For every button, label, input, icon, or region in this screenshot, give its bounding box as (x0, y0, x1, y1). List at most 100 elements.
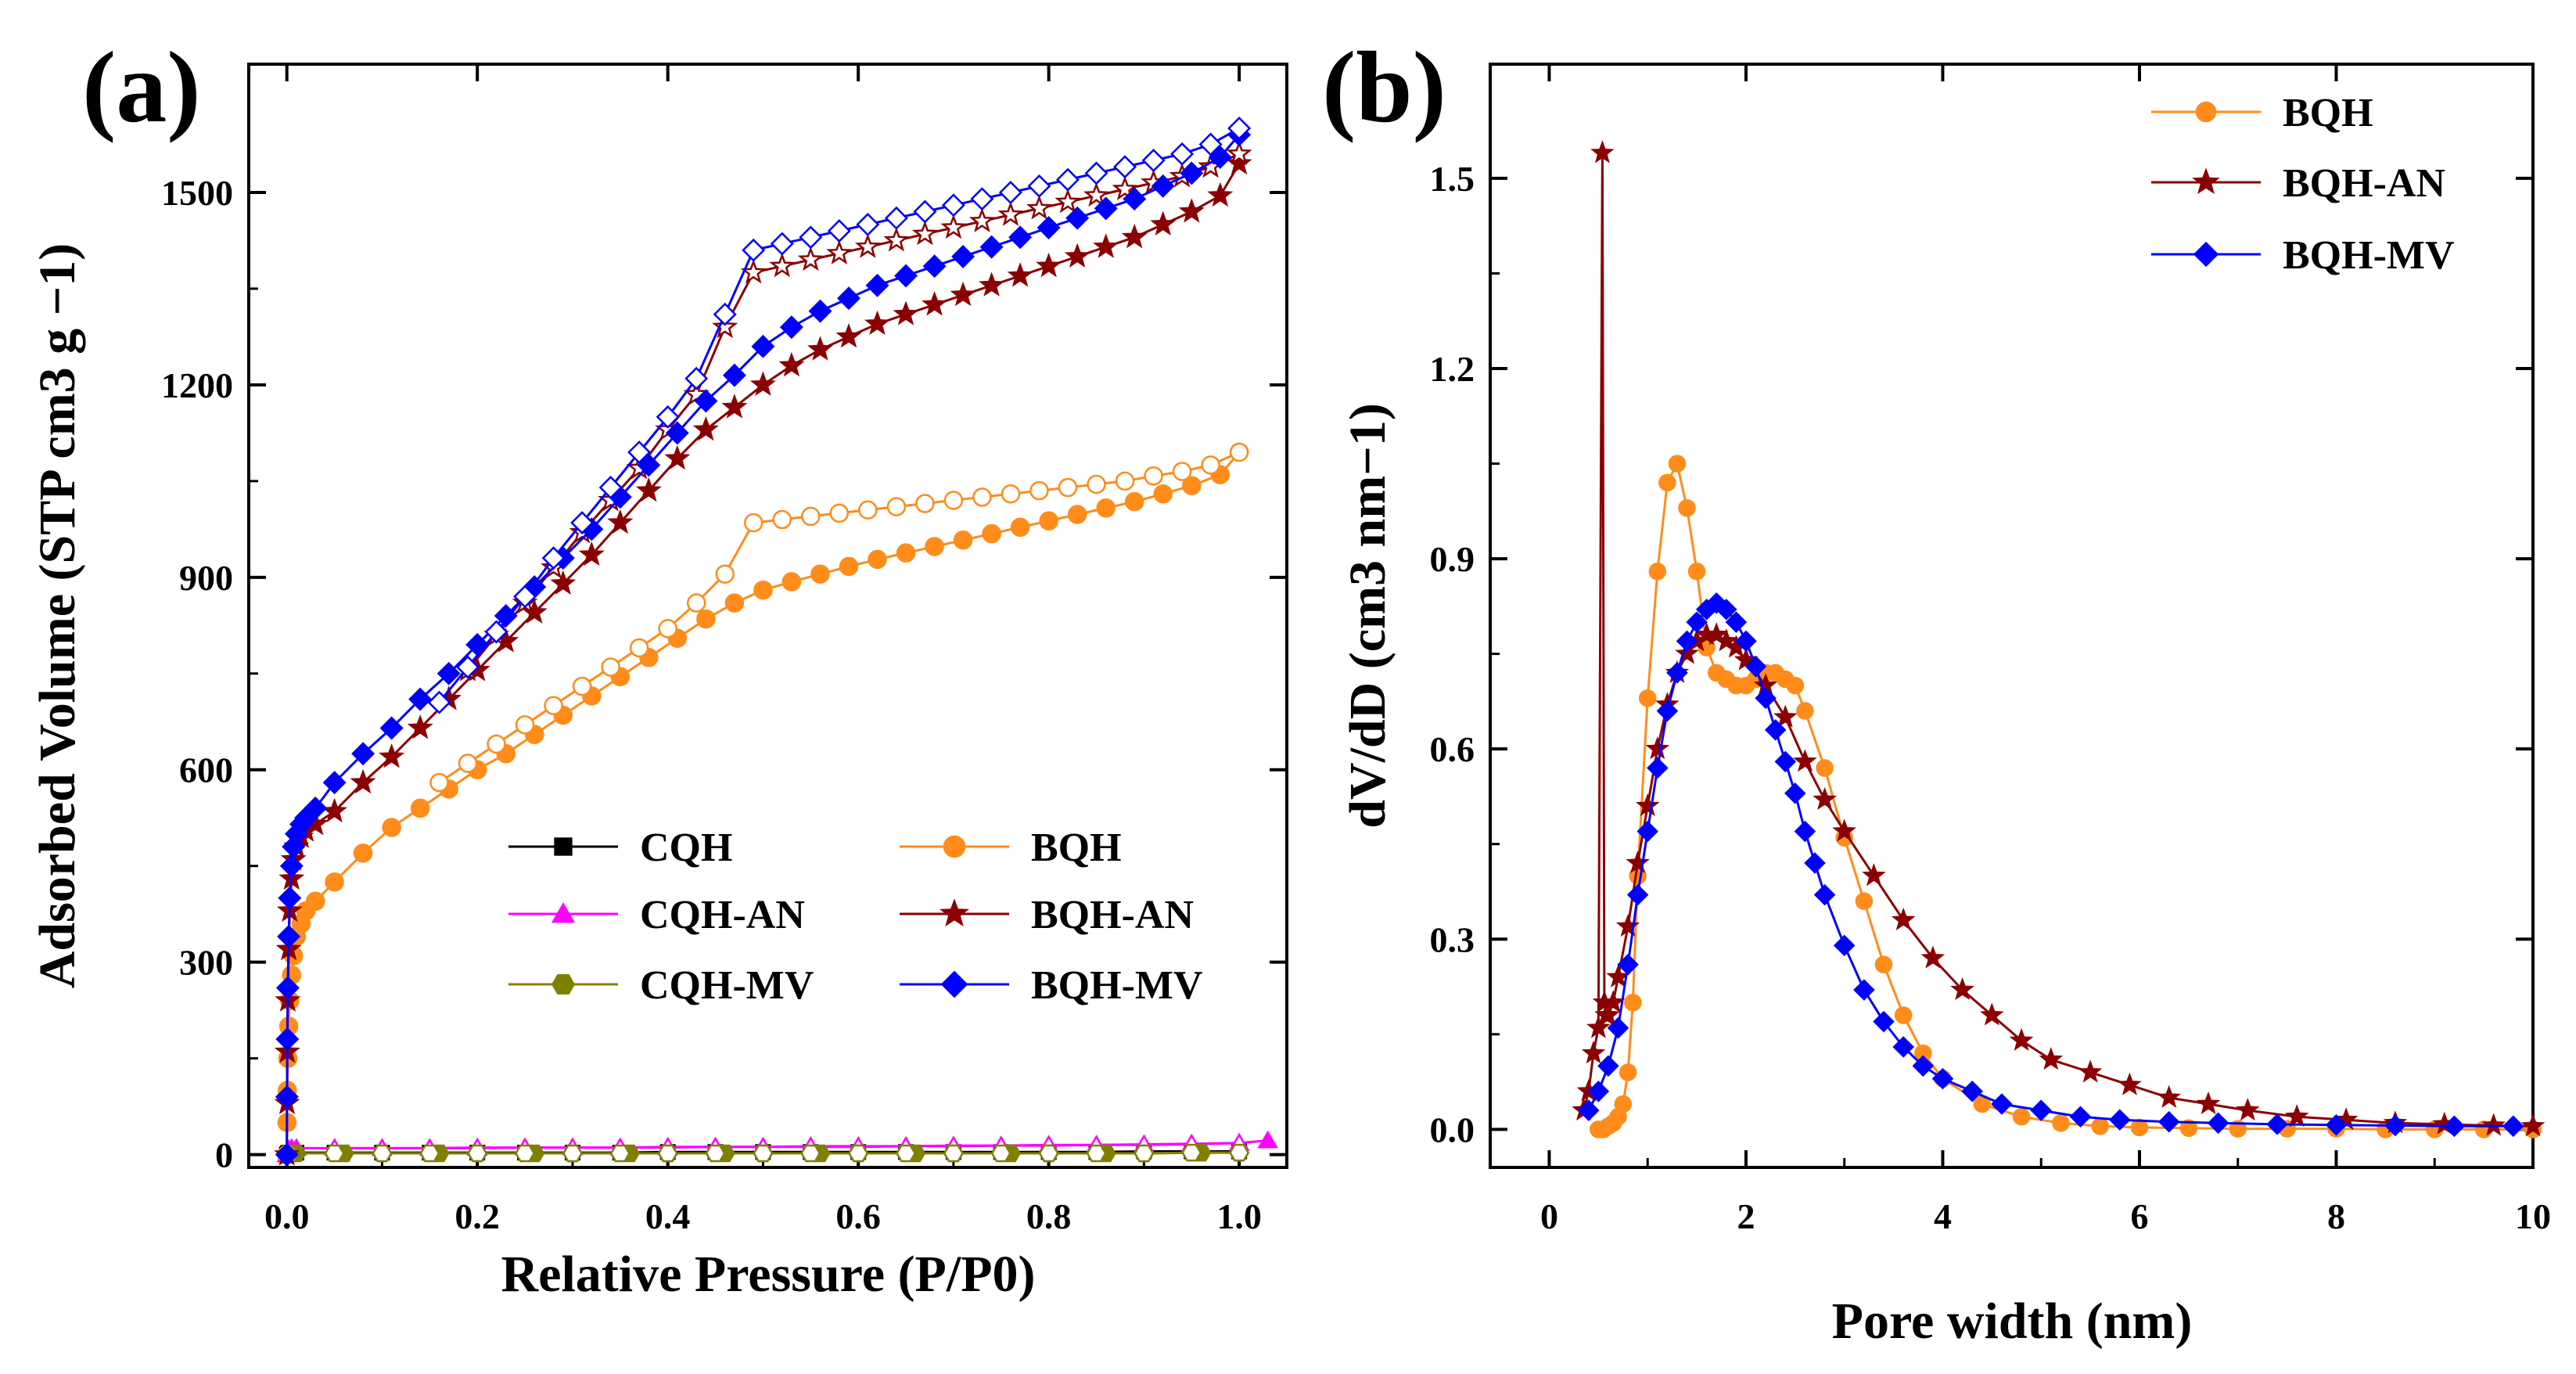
y-axis-title-b: dV/dD (cm3 nm−1) (1339, 403, 1396, 829)
legend-label-bqh: BQH (2283, 91, 2373, 135)
bqh-mv-curve-point (1666, 662, 1688, 684)
bqh-desorption-point (487, 734, 506, 754)
bqh-desorption-point (972, 487, 992, 507)
bqh-curve-point (1614, 1095, 1633, 1113)
bqh-curve-point (1816, 759, 1834, 777)
bqh-adsorption-point (325, 872, 344, 892)
legend-label-bqh: BQH (1031, 825, 1122, 870)
bqh-an-curve-point (1645, 736, 1670, 760)
x-tick-label: 0 (1540, 1196, 1558, 1236)
bqh-mv-curve-point (2384, 1114, 2406, 1137)
bqh-mv-curve-point (1833, 934, 1856, 957)
bqh-adsorption-point (353, 843, 373, 863)
bqh-mv-adsorption-point (1123, 187, 1147, 211)
bqh-mv-adsorption-point (1208, 145, 1232, 169)
bqh-mv-adsorption-point (951, 244, 975, 268)
bqh-an-adsorption-point (692, 415, 719, 441)
bqh-an-adsorption-point (721, 394, 748, 419)
bqh-adsorption-point (410, 798, 430, 818)
bqh-an-desorption-point (968, 207, 995, 232)
bqh-mv-curve-point (1794, 820, 1816, 843)
plot-frame-a (247, 63, 1288, 1169)
bqh-curve-point (1624, 994, 1642, 1012)
bqh-desorption-point (1029, 480, 1049, 501)
panel-a-label: (a) (82, 31, 201, 144)
x-axis-title-a: Relative Pressure (P/P0) (501, 1246, 1035, 1303)
bqh-mv-adsorption-point (922, 254, 947, 279)
bqh-an-adsorption-point (407, 714, 433, 739)
legend-marker-bqh-mv (2193, 241, 2219, 268)
bqh-mv-desorption-point (1056, 167, 1080, 192)
bqh-mv-adsorption-point (1065, 206, 1090, 230)
bqh-mv-adsorption-point (437, 661, 461, 685)
bqh-curve-point (1786, 676, 1805, 695)
bqh-an-curve-point (1596, 1002, 1621, 1026)
bqh-mv-adsorption-point (808, 299, 832, 323)
bqh-desorption-point (544, 696, 563, 716)
bqh-curve-point (1658, 473, 1676, 492)
y-axis-title-a: Adsorbed Volume (STP cm3 g −1) (29, 243, 86, 989)
y-tick-label: 300 (179, 943, 233, 983)
bqh-mv-adsorption-point (779, 315, 803, 340)
bqh-an-desorption-point (826, 239, 853, 264)
bqh-adsorption-point (925, 537, 944, 556)
cqh-mv-desorption-point (1086, 1144, 1107, 1163)
x-tick-label: 0.2 (454, 1196, 500, 1236)
bqh-mv-desorption-point (484, 620, 508, 644)
x-tick-label: 0.4 (645, 1196, 691, 1236)
bqh-desorption-line (438, 451, 1240, 784)
y-tick-label: 1.2 (1430, 349, 1475, 389)
bqh-mv-curve-point (1813, 883, 1836, 906)
bqh-mv-curve-point (1961, 1081, 1983, 1102)
bqh-mv-curve-point (1853, 979, 1875, 1001)
bqh-an-curve-point (1793, 749, 1817, 772)
legend-label-cqh: CQH (640, 825, 732, 870)
bqh-desorption-point (858, 500, 878, 520)
bqh-mv-desorption-point (541, 546, 566, 570)
bqh-an-adsorption-point (1064, 243, 1090, 268)
cqh-mv-desorption-point (372, 1144, 393, 1163)
bqh-curve-point (2229, 1120, 2247, 1138)
bqh-adsorption-point (305, 891, 325, 912)
bqh-an-curve-point (2009, 1027, 2034, 1051)
bqh-curve-point (1855, 892, 1874, 910)
bqh-an-adsorption-point (1093, 233, 1119, 258)
bqh-an-desorption-point (911, 220, 938, 246)
bqh-an-adsorption-point (1150, 210, 1177, 236)
bqh-mv-curve-point (1578, 1099, 1600, 1121)
bqh-an-adsorption-point (749, 371, 776, 396)
bqh-an-curve-point (1862, 863, 1886, 887)
bqh-an-curve-point (2236, 1098, 2260, 1121)
bqh-desorption-point (1201, 455, 1220, 475)
bqh-mv-adsorption-point (1180, 161, 1204, 185)
cqh-mv-desorption-point (657, 1144, 678, 1163)
bqh-an-curve-point (2157, 1084, 2181, 1108)
bqh-mv-adsorption-point (379, 716, 404, 740)
bqh-mv-curve-point (1912, 1055, 1935, 1077)
bqh-mv-curve-point (1636, 820, 1658, 843)
bqh-an-adsorption-point (1207, 182, 1234, 207)
legend-label-bqh-mv: BQH-MV (2283, 233, 2455, 278)
bqh-mv-desorption-point (1198, 132, 1223, 156)
bqh-mv-desorption-point (1113, 155, 1137, 179)
bqh-mv-curve-point (1676, 630, 1698, 653)
bqh-mv-adsorption-point (279, 854, 304, 878)
cqh-mv-desorption-point (1181, 1143, 1202, 1162)
bqh-desorption-point (686, 593, 706, 613)
bqh-mv-adsorption-point (494, 604, 518, 628)
bqh-an-curve-point (1980, 1002, 2004, 1026)
bqh-mv-adsorption-point (275, 1142, 299, 1167)
bqh-mv-curve-point (2109, 1109, 2131, 1131)
bqh-curve-point (1648, 563, 1667, 581)
bqh-an-desorption-point (997, 201, 1024, 226)
bqh-mv-curve-point (2443, 1115, 2466, 1138)
bqh-desorption-point (629, 638, 649, 658)
bqh-an-curve-point (1832, 818, 1857, 842)
bqh-an-desorption-point (769, 252, 796, 278)
bqh-mv-adsorption-point (1037, 216, 1061, 239)
bqh-an-adsorption-point (807, 336, 833, 361)
bqh-an-curve-point (1606, 964, 1630, 987)
bqh-mv-adsorption-point (408, 687, 433, 711)
bqh-an-curve-point (2520, 1113, 2545, 1137)
